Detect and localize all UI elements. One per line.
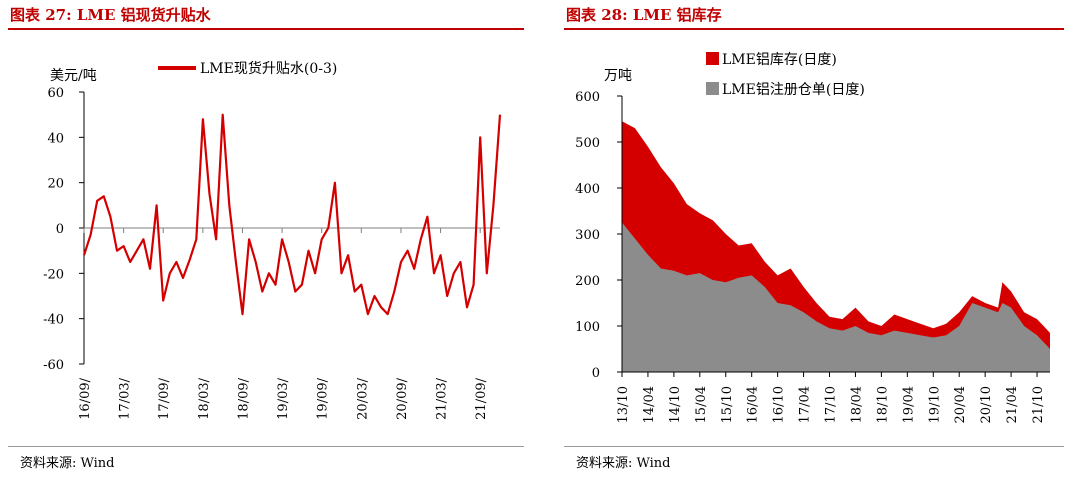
- y-tick-label: 200: [575, 274, 600, 289]
- figure-title: 图表 27: LME 铝现货升贴水: [10, 6, 211, 24]
- y-tick-label: 40: [47, 131, 64, 146]
- legend-label: LME铝注册仓单(日度): [722, 82, 865, 98]
- y-tick-label: 60: [47, 86, 64, 101]
- x-tick-label: 17/04: [798, 386, 813, 423]
- y-tick-label: 100: [575, 320, 600, 335]
- x-tick-label: 18/09/: [236, 377, 251, 419]
- x-tick-label: 16/09/: [78, 377, 93, 419]
- title-divider: [564, 28, 1064, 30]
- figure-title: 图表 28: LME 铝库存: [566, 6, 722, 24]
- x-tick-label: 20/09/: [395, 377, 410, 419]
- series-line-spread: [82, 113, 502, 316]
- x-tick-label: 18/04: [849, 386, 864, 423]
- x-tick-label: 18/03/: [197, 377, 212, 419]
- x-tick-label: 17/03/: [118, 377, 133, 419]
- x-tick-label: 17/09/: [157, 377, 172, 419]
- x-tick-label: 19/04: [901, 386, 916, 423]
- x-tick-label: 14/10: [668, 386, 683, 423]
- x-tick-label: 19/03/: [276, 377, 291, 419]
- y-tick-label: 400: [575, 182, 600, 197]
- spread-line-chart: 60 40 20 0 -20 -40 -60 美元/吨 16/09/17/03/17/09/18…: [43, 60, 502, 420]
- x-tick-label: 20/04: [953, 386, 968, 423]
- y-tick-label: 20: [47, 177, 64, 192]
- y-tick-label: 300: [575, 228, 600, 243]
- y-axis-unit: 万吨: [604, 68, 632, 84]
- x-tick-label: 20/03/: [355, 377, 370, 419]
- x-tick-label: 21/03/: [435, 377, 450, 419]
- x-tick-label: 21/09/: [474, 377, 489, 419]
- y-tick-label: 0: [592, 366, 600, 381]
- x-tick-label: 15/10: [720, 386, 735, 423]
- x-tick-label: 19/10: [927, 386, 942, 423]
- area-registered-warrants: [622, 222, 1050, 372]
- y-tick-label: -20: [43, 267, 64, 282]
- y-axis-unit: 美元/吨: [50, 68, 97, 84]
- inventory-area-chart: 600 500 400 300 200 100 0 万吨 13/10 14/04 14/10 15/0…: [575, 52, 1050, 423]
- figure-27-panel: 图表 27: LME 铝现货升贴水 60 40 20 0 -20 -40 -60 美元/吨 16…: [8, 6, 524, 471]
- y-tick-label: -60: [43, 358, 64, 373]
- x-tick-label: 13/10: [616, 386, 631, 423]
- legend-swatch: [706, 82, 719, 95]
- x-tick-label: 15/04: [694, 386, 709, 423]
- x-tick-label: 21/04: [1005, 386, 1020, 423]
- source-divider: [564, 446, 1064, 447]
- x-tick-label: 16/10: [772, 386, 787, 423]
- legend-label: LME铝库存(日度): [722, 52, 837, 68]
- source-note: 资料来源: Wind: [576, 456, 671, 471]
- source-divider: [8, 446, 524, 447]
- x-tick-label: 14/04: [642, 386, 657, 423]
- figure-28-panel: 图表 28: LME 铝库存 600 500 400 300 200 100 0 万吨 13/1…: [556, 0, 1080, 480]
- x-tick-label: 17/10: [824, 386, 839, 423]
- x-tick-label: 16/04: [746, 386, 761, 423]
- y-tick-label: 600: [575, 90, 600, 105]
- legend-label-spread: LME现货升贴水(0-3): [200, 60, 337, 77]
- x-tick-label: 18/10: [875, 386, 890, 423]
- x-tick-label: 20/10: [979, 386, 994, 423]
- source-note: 资料来源: Wind: [20, 456, 115, 471]
- legend-swatch: [706, 52, 719, 65]
- y-tick-label: 500: [575, 136, 600, 151]
- y-tick-label: 0: [56, 222, 64, 237]
- title-divider: [8, 28, 524, 30]
- x-tick-label: 21/10: [1031, 386, 1046, 423]
- y-tick-label: -40: [43, 313, 64, 328]
- x-tick-label: 19/09/: [316, 377, 331, 419]
